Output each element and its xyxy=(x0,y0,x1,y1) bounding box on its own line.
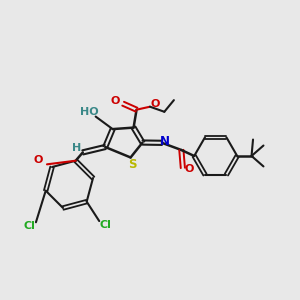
Text: H: H xyxy=(72,142,81,153)
Text: HO: HO xyxy=(80,107,98,117)
Text: O: O xyxy=(34,155,43,165)
Text: Cl: Cl xyxy=(100,220,112,230)
Text: O: O xyxy=(111,96,120,106)
Text: O: O xyxy=(185,164,194,174)
Text: O: O xyxy=(150,99,160,109)
Text: N: N xyxy=(160,134,170,148)
Text: S: S xyxy=(128,158,136,170)
Text: Cl: Cl xyxy=(23,221,35,231)
